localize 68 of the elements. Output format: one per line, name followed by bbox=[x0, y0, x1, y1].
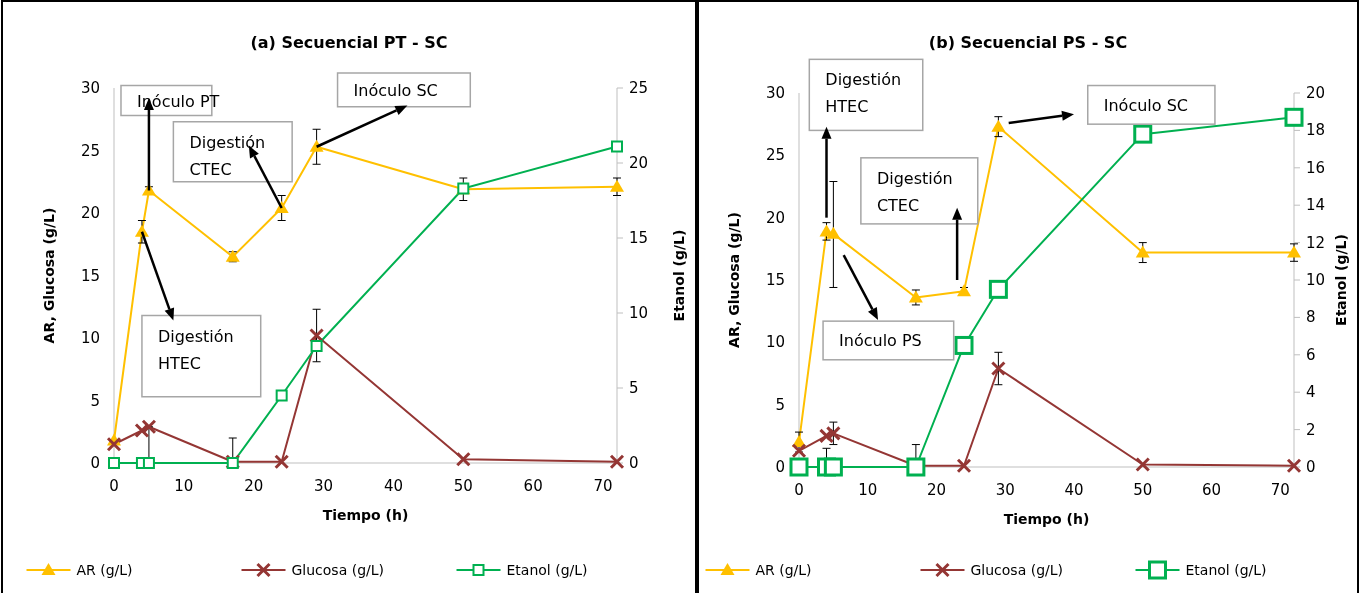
y-tick-label: 25 bbox=[80, 141, 100, 160]
legend-label: Glucosa (g/L) bbox=[291, 562, 385, 578]
chart-title: (a) Secuencial PT - SC bbox=[250, 33, 448, 52]
chart-title: (b) Secuencial PS - SC bbox=[928, 33, 1128, 52]
y2-tick-label: 20 bbox=[1306, 84, 1326, 102]
y-axis-title: AR, Glucosa (g/L) bbox=[41, 207, 57, 344]
y2-tick-label: 5 bbox=[629, 379, 639, 397]
y-tick-label: 10 bbox=[80, 329, 100, 347]
y2-axis-title: Etanol (g/L) bbox=[671, 229, 687, 322]
y2-axis-title: Etanol (g/L) bbox=[1333, 234, 1349, 326]
y-tick-label: 15 bbox=[765, 271, 785, 289]
legend-label: Glucosa (g/L) bbox=[970, 562, 1064, 578]
y2-tick-label: 25 bbox=[629, 79, 649, 97]
x-tick-label: 70 bbox=[593, 477, 613, 495]
y2-tick-label: 12 bbox=[1306, 233, 1326, 252]
y-tick-label: 20 bbox=[765, 208, 785, 227]
y2-tick-label: 10 bbox=[1306, 271, 1326, 289]
y-tick-label: 5 bbox=[90, 391, 100, 410]
y-tick-label: 30 bbox=[80, 79, 100, 97]
annotation: Inóculo SC bbox=[1103, 95, 1188, 115]
y2-tick-label: 8 bbox=[1306, 308, 1316, 327]
legend-label: AR (g/L) bbox=[76, 562, 133, 578]
legend-label: AR (g/L) bbox=[755, 562, 812, 578]
x-tick-label: 10 bbox=[858, 481, 878, 499]
y2-tick-label: 14 bbox=[1306, 196, 1326, 215]
annotation: Digestión HTEC bbox=[825, 70, 902, 117]
y2-tick-label: 18 bbox=[1306, 121, 1326, 140]
annotation: Digestión HTEC bbox=[157, 326, 234, 373]
y2-tick-label: 2 bbox=[1306, 420, 1316, 439]
x-tick-label: 60 bbox=[1201, 481, 1222, 499]
y-tick-label: 20 bbox=[80, 204, 100, 222]
y2-tick-label: 16 bbox=[1306, 158, 1326, 177]
y-tick-label: 0 bbox=[775, 458, 785, 476]
legend-label: Etanol (g/L) bbox=[1185, 562, 1267, 578]
x-tick-label: 70 bbox=[1270, 481, 1290, 499]
y-tick-label: 10 bbox=[765, 333, 785, 352]
y-tick-label: 15 bbox=[80, 266, 100, 285]
x-tick-label: 30 bbox=[995, 481, 1015, 499]
x-tick-label: 0 bbox=[794, 481, 804, 499]
x-tick-label: 40 bbox=[383, 477, 403, 495]
y-tick-label: 0 bbox=[90, 454, 100, 472]
x-tick-label: 0 bbox=[109, 477, 119, 495]
y2-tick-label: 4 bbox=[1306, 383, 1316, 402]
y2-tick-label: 0 bbox=[629, 454, 639, 472]
x-tick-label: 20 bbox=[926, 481, 947, 499]
x-tick-label: 20 bbox=[244, 477, 264, 495]
y2-tick-label: 6 bbox=[1306, 345, 1316, 364]
y-tick-label: 25 bbox=[765, 146, 785, 165]
x-tick-label: 30 bbox=[314, 477, 334, 495]
legend-label: Etanol (g/L) bbox=[506, 562, 588, 578]
annotation: Inóculo PS bbox=[839, 331, 922, 351]
x-axis-title: Tiempo (h) bbox=[322, 507, 409, 523]
y-tick-label: 5 bbox=[775, 395, 785, 414]
annotation: Digestión CTEC bbox=[876, 168, 953, 215]
x-axis-title: Tiempo (h) bbox=[1003, 511, 1090, 527]
y2-tick-label: 0 bbox=[1306, 458, 1316, 476]
y2-tick-label: 10 bbox=[629, 304, 649, 322]
x-tick-label: 50 bbox=[453, 477, 473, 495]
x-tick-label: 60 bbox=[523, 477, 543, 495]
y-axis-title: AR, Glucosa (g/L) bbox=[726, 212, 742, 348]
annotation: Digestión CTEC bbox=[189, 132, 266, 179]
y2-tick-label: 15 bbox=[629, 229, 649, 247]
y2-tick-label: 20 bbox=[629, 154, 649, 172]
annotation: Inóculo SC bbox=[353, 80, 438, 100]
y-tick-label: 30 bbox=[765, 84, 785, 102]
x-tick-label: 50 bbox=[1133, 481, 1153, 499]
x-tick-label: 40 bbox=[1064, 481, 1084, 499]
x-tick-label: 10 bbox=[174, 477, 194, 495]
